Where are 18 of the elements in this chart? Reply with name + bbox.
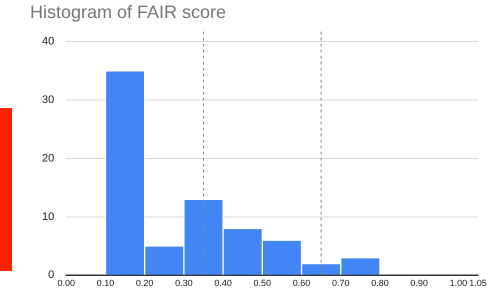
x-tick-label: 0.90 [410,278,428,288]
x-tick-label: 0.20 [136,278,154,288]
x-tick-label: 0.40 [214,278,232,288]
x-tick-label: 0.70 [332,278,350,288]
x-tick-label: 1.05 [469,278,487,288]
x-tick-label: 0.80 [371,278,389,288]
x-tick-label: 1.00 [450,278,468,288]
x-tick-label: 0.30 [175,278,193,288]
x-tick-label: 0.00 [57,278,75,288]
y-tick-label: 10 [42,210,54,223]
y-tick-label: 0 [48,269,54,282]
y-tick-label: 40 [42,36,54,48]
x-tick-label: 0.60 [292,278,310,288]
x-tick-label: 0.50 [254,278,272,288]
chart-title: Histogram of FAIR score [30,2,226,22]
y-tick-label: 30 [42,94,54,106]
y-tick-label: 20 [42,152,54,164]
x-tick-label: 0.10 [96,278,114,288]
